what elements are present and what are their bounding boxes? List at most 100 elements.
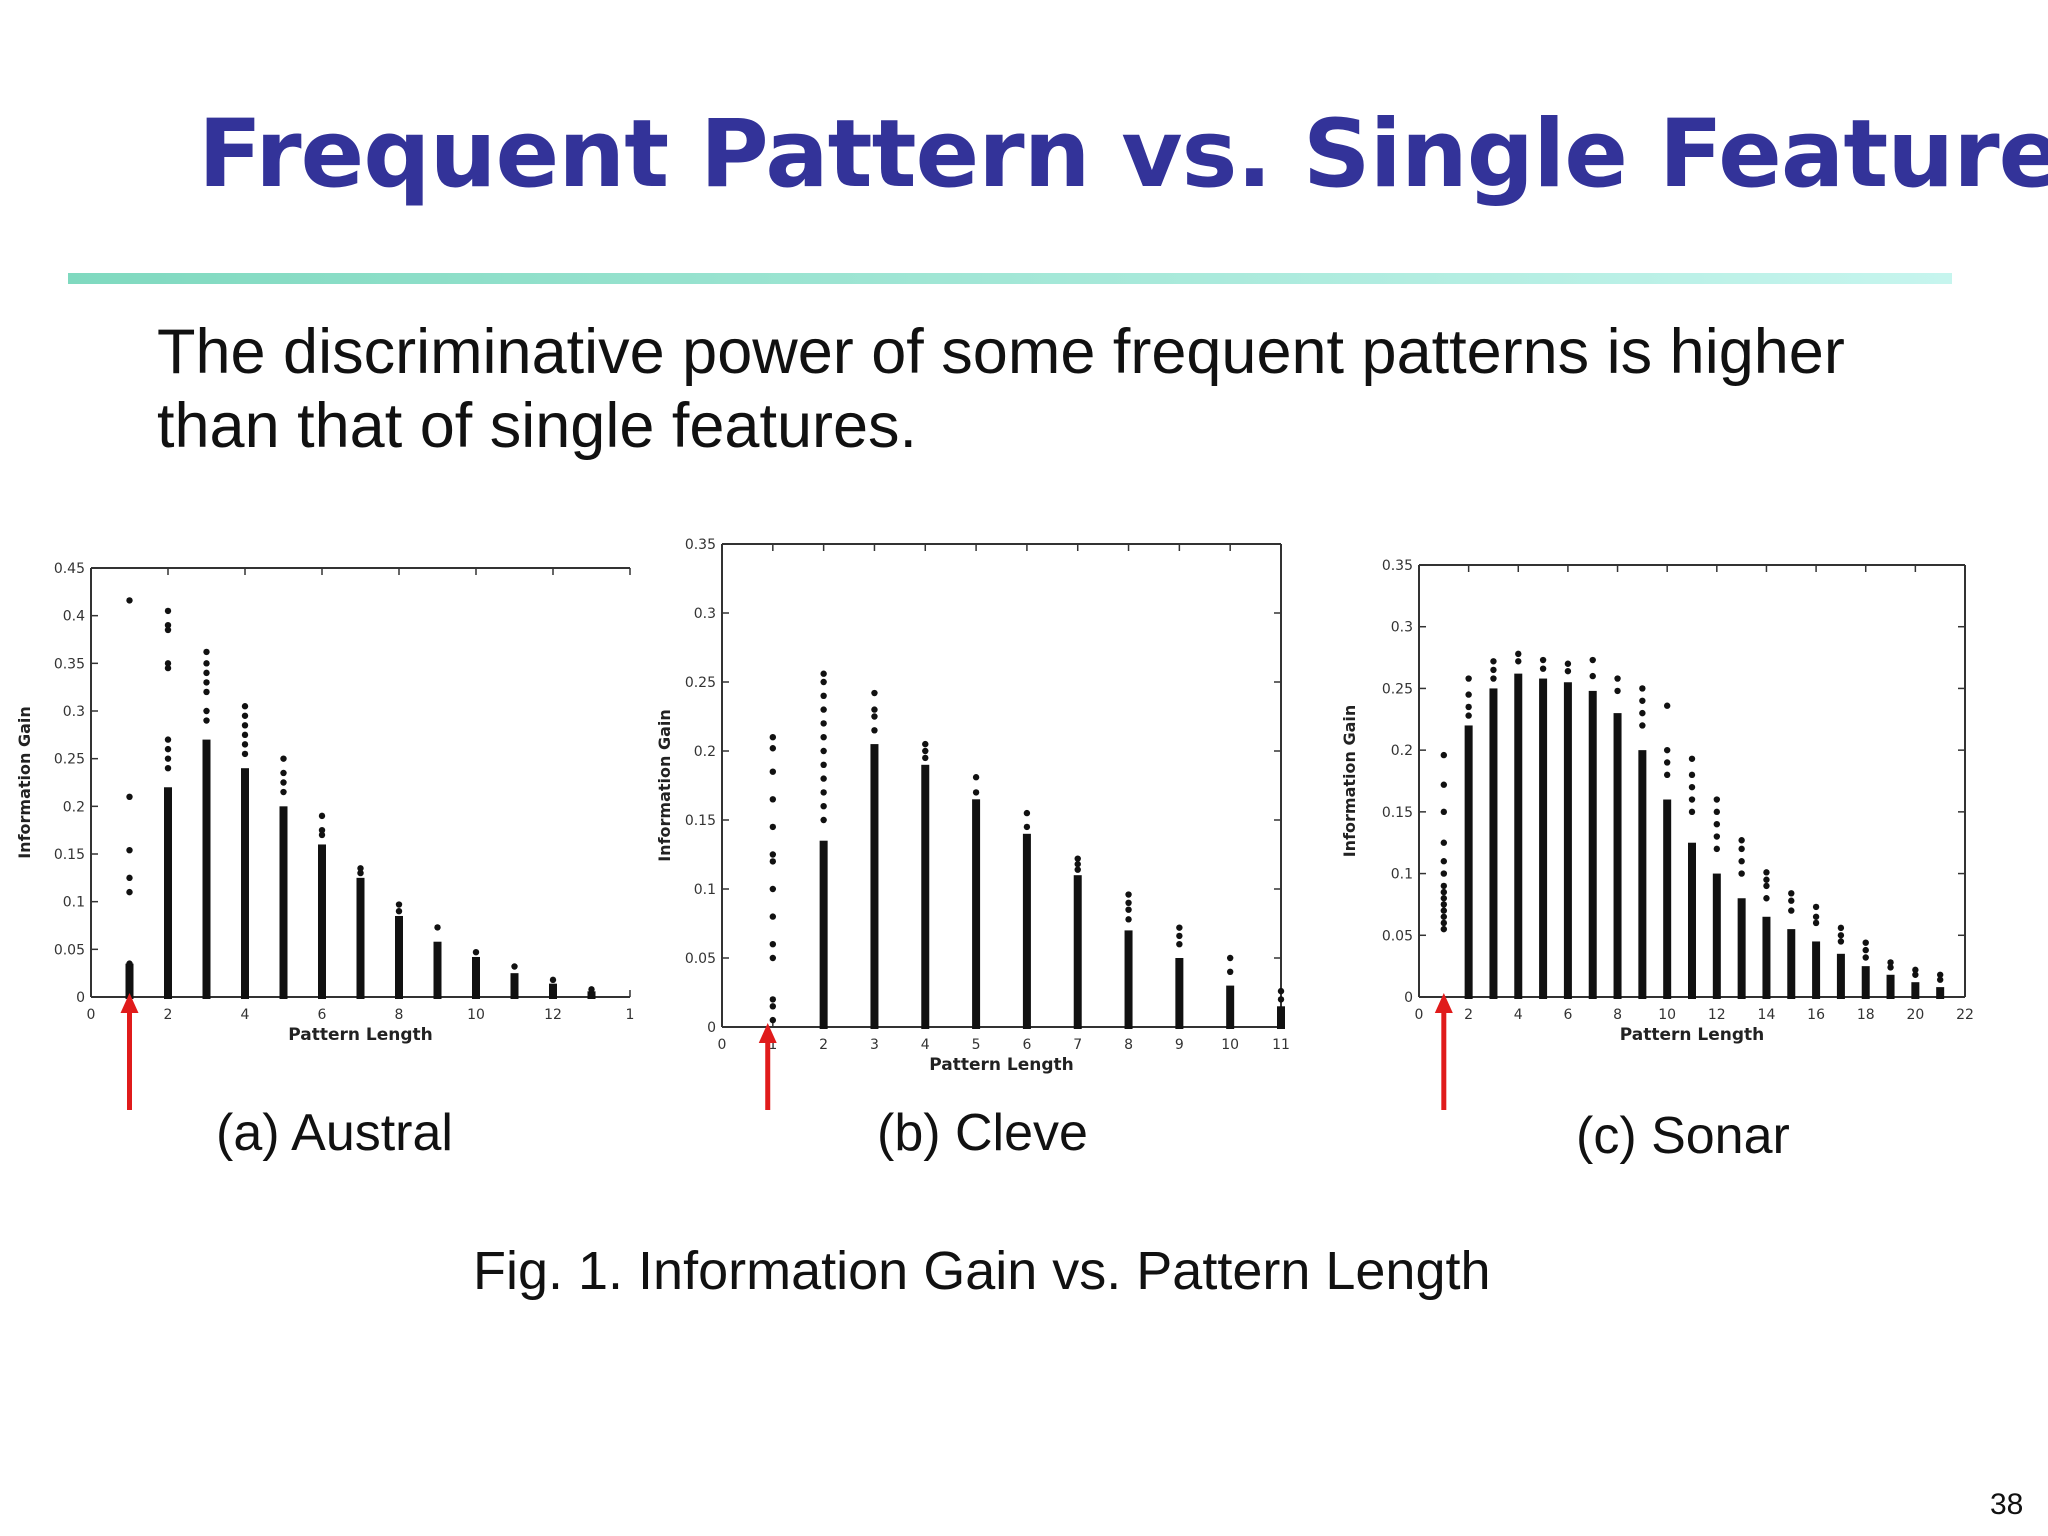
y-tick-label: 0.35 (1382, 558, 1413, 574)
data-point (1440, 751, 1448, 759)
data-point (1812, 903, 1820, 911)
data-point (1539, 665, 1547, 672)
y-tick-label: 0.25 (685, 675, 716, 691)
data-point (164, 755, 172, 762)
data-column (1787, 890, 1796, 999)
dense-points (433, 941, 442, 999)
dense-points (1787, 929, 1796, 999)
data-column (870, 689, 879, 1029)
dense-points (356, 877, 365, 999)
dense-points (1861, 966, 1870, 999)
data-point (434, 924, 441, 931)
data-point (820, 678, 827, 686)
x-tick-label: 0 (87, 1007, 96, 1023)
data-point (1440, 925, 1448, 933)
data-point (820, 747, 827, 755)
data-point (203, 717, 210, 724)
dense-points (1563, 682, 1572, 999)
data-column (1836, 924, 1845, 999)
dense-points (202, 739, 211, 999)
dense-points (1539, 678, 1548, 999)
y-tick-label: 0.05 (685, 951, 716, 967)
data-point (1277, 987, 1285, 995)
data-point (1788, 890, 1795, 897)
data-column (1440, 751, 1448, 933)
dense-points (870, 744, 879, 1029)
y-tick-label: 0.35 (685, 537, 716, 553)
data-column (395, 901, 403, 999)
dense-points (279, 806, 288, 999)
data-point (1074, 860, 1081, 868)
data-point (1862, 946, 1869, 954)
data-point (1440, 839, 1448, 846)
y-tick-label: 0.3 (1391, 620, 1413, 636)
slide-body-text: The discriminative power of some frequen… (157, 317, 1845, 461)
data-column (125, 597, 134, 999)
chart-cleve: 0 0.05 0.1 0.15 0.2 0.25 0.3 0.35 0 1 2 3 4 5 6 7 8 9 10 11… (655, 537, 1290, 1110)
data-point (1738, 845, 1745, 853)
y-tick-label: 0.45 (54, 561, 85, 577)
data-point (1688, 783, 1696, 791)
dense-points (1663, 799, 1672, 999)
data-column (510, 963, 519, 999)
data-point (1440, 888, 1448, 896)
highlight-arrow (120, 993, 139, 1110)
dense-points (587, 991, 596, 999)
data-point (1738, 870, 1745, 877)
x-tick-label: 8 (1124, 1037, 1133, 1053)
data-point (1812, 919, 1820, 927)
data-point (318, 826, 326, 834)
data-point (203, 688, 210, 696)
data-point (1490, 658, 1497, 665)
data-column (1563, 660, 1572, 999)
y-tick-label: 0.25 (1382, 681, 1413, 697)
data-point (1912, 971, 1919, 978)
y-tick-label: 0.15 (54, 847, 85, 863)
x-tick-label: 1 (626, 1007, 635, 1023)
data-point (126, 597, 133, 604)
figure-caption: Fig. 1. Information Gain vs. Pattern Len… (473, 1241, 1491, 1301)
data-column (1886, 959, 1895, 999)
data-point (318, 812, 326, 820)
data-point (1440, 913, 1448, 920)
data-point (820, 775, 827, 782)
data-point (1176, 932, 1183, 940)
data-point (1614, 675, 1621, 682)
data-point (1125, 899, 1132, 906)
dense-points (1175, 958, 1184, 1029)
data-point (1763, 869, 1770, 876)
data-column (202, 648, 211, 999)
data-point (472, 948, 480, 956)
data-point (1440, 895, 1448, 902)
y-tick-label: 0.2 (1391, 743, 1413, 759)
dense-points (472, 956, 480, 999)
data-point (126, 874, 133, 882)
data-point (1862, 939, 1869, 946)
data-point (126, 965, 133, 972)
x-tick-label: 9 (1175, 1037, 1184, 1053)
data-point (871, 689, 878, 697)
y-tick-label: 0.2 (63, 799, 85, 815)
data-column (1762, 869, 1771, 999)
data-point (318, 831, 326, 839)
dense-points (1073, 875, 1082, 1029)
data-point (1440, 907, 1448, 914)
data-point (1912, 966, 1919, 974)
data-column (972, 774, 981, 1029)
data-point (1713, 845, 1721, 853)
data-point (820, 816, 827, 824)
dense-points (1226, 985, 1235, 1029)
data-point (1788, 907, 1795, 914)
data-point (1688, 808, 1696, 816)
dense-points (1836, 953, 1845, 999)
data-column (164, 607, 172, 999)
dense-points (510, 973, 519, 999)
data-point (1465, 712, 1472, 719)
data-point (395, 901, 403, 908)
dense-points (395, 915, 403, 999)
data-point (1564, 660, 1572, 667)
data-point (769, 851, 777, 858)
dense-points (1588, 690, 1597, 999)
dense-points (1613, 713, 1622, 999)
data-column (318, 812, 326, 999)
